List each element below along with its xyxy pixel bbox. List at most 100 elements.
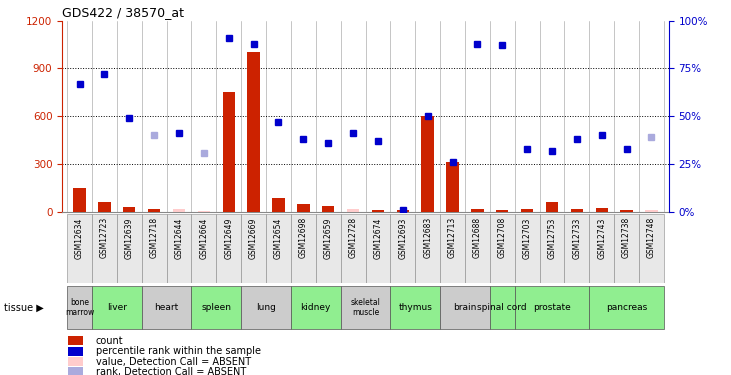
Bar (589, 214, 614, 283)
Bar (222, 92, 235, 212)
Text: GSM12649: GSM12649 (224, 217, 233, 259)
Text: GSM12688: GSM12688 (473, 217, 482, 258)
Bar (68, 367, 83, 375)
Text: liver: liver (107, 303, 127, 312)
Text: GSM12683: GSM12683 (423, 217, 432, 258)
Text: GSM12664: GSM12664 (200, 217, 208, 259)
Text: GSM12728: GSM12728 (349, 217, 357, 258)
Bar (192, 214, 216, 283)
Bar (490, 214, 515, 283)
Bar (148, 210, 160, 212)
Bar (92, 214, 117, 283)
Bar (440, 214, 465, 283)
Text: GSM12723: GSM12723 (100, 217, 109, 258)
Bar (272, 198, 284, 212)
Bar (216, 214, 241, 283)
Bar (197, 211, 210, 212)
Bar (266, 214, 291, 283)
Text: prostate: prostate (533, 303, 571, 312)
Text: tissue ▶: tissue ▶ (4, 303, 43, 312)
Bar (366, 214, 390, 283)
Text: brain: brain (453, 303, 477, 312)
Text: thymus: thymus (398, 303, 432, 312)
Bar (291, 214, 316, 283)
Text: GSM12669: GSM12669 (249, 217, 258, 259)
Bar (73, 188, 86, 212)
Text: pancreas: pancreas (606, 303, 647, 312)
Text: GSM12718: GSM12718 (150, 217, 159, 258)
Bar (123, 207, 135, 212)
Text: bone
marrow: bone marrow (65, 298, 94, 317)
Bar (621, 210, 633, 212)
Text: percentile rank within the sample: percentile rank within the sample (96, 346, 260, 357)
Text: GSM12738: GSM12738 (622, 217, 631, 258)
Bar (440, 286, 490, 329)
Bar (589, 286, 664, 329)
Text: GSM12713: GSM12713 (448, 217, 457, 258)
Bar (68, 357, 83, 366)
Bar (322, 206, 334, 212)
Bar (297, 204, 309, 212)
Bar (372, 210, 385, 212)
Text: GSM12743: GSM12743 (597, 217, 606, 259)
Bar (98, 202, 110, 212)
Bar (173, 209, 185, 212)
Bar (316, 214, 341, 283)
Bar (614, 214, 639, 283)
Text: rank, Detection Call = ABSENT: rank, Detection Call = ABSENT (96, 367, 246, 375)
Bar (167, 214, 192, 283)
Text: GSM12639: GSM12639 (125, 217, 134, 259)
Bar (496, 210, 509, 212)
Bar (415, 214, 440, 283)
Text: skeletal
muscle: skeletal muscle (351, 298, 380, 317)
Bar (241, 214, 266, 283)
Text: GSM12654: GSM12654 (274, 217, 283, 259)
Bar (241, 286, 291, 329)
Text: kidney: kidney (300, 303, 331, 312)
Bar (117, 214, 142, 283)
Bar (247, 53, 260, 212)
Bar (67, 214, 92, 283)
Text: GSM12674: GSM12674 (374, 217, 382, 259)
Text: heart: heart (154, 303, 178, 312)
Bar (341, 214, 366, 283)
Bar (67, 286, 92, 329)
Bar (596, 208, 608, 212)
Text: count: count (96, 336, 123, 346)
Bar (92, 286, 142, 329)
Bar (471, 209, 484, 212)
Text: GSM12693: GSM12693 (398, 217, 407, 259)
Bar (539, 214, 564, 283)
Text: value, Detection Call = ABSENT: value, Detection Call = ABSENT (96, 357, 251, 367)
Text: GSM12703: GSM12703 (523, 217, 531, 259)
Text: spinal cord: spinal cord (477, 303, 527, 312)
Text: GSM12698: GSM12698 (299, 217, 308, 258)
Bar (515, 214, 539, 283)
Bar (490, 286, 515, 329)
Text: GSM12733: GSM12733 (572, 217, 581, 259)
Bar (192, 286, 241, 329)
Text: GSM12659: GSM12659 (324, 217, 333, 259)
Text: GSM12748: GSM12748 (647, 217, 656, 258)
Bar (447, 162, 459, 212)
Text: GSM12644: GSM12644 (175, 217, 183, 259)
Bar (390, 286, 440, 329)
Bar (645, 210, 658, 212)
Bar (142, 214, 167, 283)
Bar (521, 209, 534, 212)
Bar (142, 286, 192, 329)
Text: GSM12708: GSM12708 (498, 217, 507, 258)
Bar (346, 209, 359, 212)
Bar (291, 286, 341, 329)
Text: GSM12634: GSM12634 (75, 217, 84, 259)
Text: lung: lung (256, 303, 276, 312)
Bar (639, 214, 664, 283)
Text: GSM12753: GSM12753 (548, 217, 556, 259)
Bar (390, 214, 415, 283)
Bar (465, 214, 490, 283)
Text: GDS422 / 38570_at: GDS422 / 38570_at (62, 6, 184, 20)
Bar (571, 210, 583, 212)
Bar (564, 214, 589, 283)
Bar (341, 286, 390, 329)
Bar (422, 116, 434, 212)
